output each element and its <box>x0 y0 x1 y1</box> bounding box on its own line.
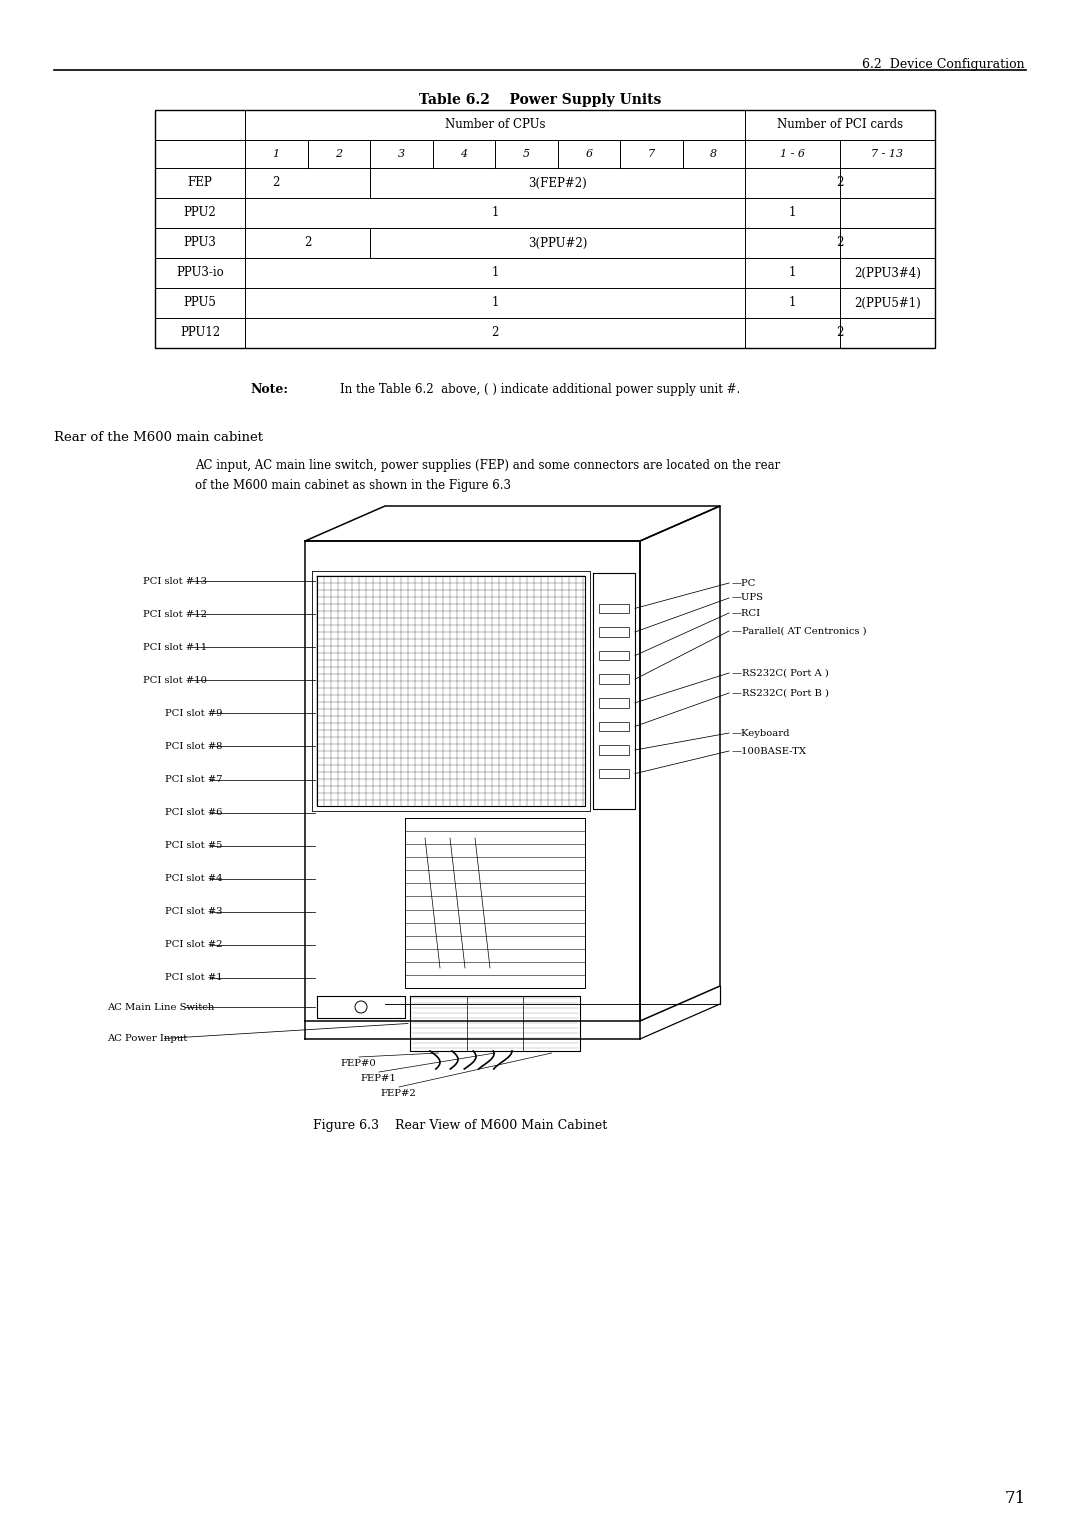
Text: 5: 5 <box>523 150 530 159</box>
Text: 7 - 13: 7 - 13 <box>872 150 904 159</box>
Bar <box>599 604 629 613</box>
Text: —Parallel( AT Centronics ): —Parallel( AT Centronics ) <box>732 626 866 636</box>
Text: 71: 71 <box>1004 1490 1026 1507</box>
Text: 1: 1 <box>272 150 280 159</box>
Text: 2: 2 <box>836 237 843 249</box>
Text: 1: 1 <box>788 296 796 310</box>
Text: PCI slot #12: PCI slot #12 <box>143 610 207 619</box>
Text: Table 6.2    Power Supply Units: Table 6.2 Power Supply Units <box>419 93 661 107</box>
Bar <box>599 651 629 660</box>
Text: AC input, AC main line switch, power supplies (FEP) and some connectors are loca: AC input, AC main line switch, power sup… <box>195 458 780 472</box>
Text: 2(PPU5#1): 2(PPU5#1) <box>854 296 921 310</box>
Text: PCI slot #1: PCI slot #1 <box>165 973 222 983</box>
Text: Number of PCI cards: Number of PCI cards <box>777 119 903 131</box>
Text: Figure 6.3    Rear View of M600 Main Cabinet: Figure 6.3 Rear View of M600 Main Cabine… <box>313 1118 607 1132</box>
Text: PCI slot #3: PCI slot #3 <box>165 908 222 917</box>
Text: PCI slot #2: PCI slot #2 <box>165 940 222 949</box>
Text: 6.2  Device Configuration: 6.2 Device Configuration <box>862 58 1025 70</box>
Text: AC Power Input: AC Power Input <box>107 1034 187 1044</box>
Text: 1: 1 <box>491 296 499 310</box>
Text: PPU3-io: PPU3-io <box>176 266 224 280</box>
Text: 6: 6 <box>585 150 592 159</box>
Text: 1 - 6: 1 - 6 <box>780 150 805 159</box>
Text: 1: 1 <box>788 266 796 280</box>
Text: Number of CPUs: Number of CPUs <box>445 119 545 131</box>
Text: —RCI: —RCI <box>732 608 761 617</box>
Text: —RS232C( Port A ): —RS232C( Port A ) <box>732 669 828 677</box>
Text: 2: 2 <box>836 327 843 339</box>
Text: —100BASE-TX: —100BASE-TX <box>732 747 807 755</box>
Text: FEP#1: FEP#1 <box>360 1074 396 1083</box>
Bar <box>599 746 629 755</box>
Text: PCI slot #4: PCI slot #4 <box>165 874 222 883</box>
Text: AC Main Line Switch: AC Main Line Switch <box>107 1002 214 1012</box>
Text: 2: 2 <box>491 327 499 339</box>
Bar <box>599 698 629 707</box>
Text: —PC: —PC <box>732 579 756 587</box>
Text: of the M600 main cabinet as shown in the Figure 6.3: of the M600 main cabinet as shown in the… <box>195 478 511 492</box>
Text: —UPS: —UPS <box>732 593 764 602</box>
Text: PCI slot #13: PCI slot #13 <box>143 576 207 585</box>
Text: Rear of the M600 main cabinet: Rear of the M600 main cabinet <box>54 431 264 445</box>
Bar <box>599 628 629 637</box>
Text: 1: 1 <box>491 266 499 280</box>
Bar <box>599 674 629 685</box>
Text: PCI slot #11: PCI slot #11 <box>143 643 207 651</box>
Bar <box>599 721 629 730</box>
Text: —Keyboard: —Keyboard <box>732 729 791 738</box>
Text: 2(PPU3#4): 2(PPU3#4) <box>854 266 921 280</box>
Text: Note:: Note: <box>249 384 288 396</box>
Text: PCI slot #8: PCI slot #8 <box>165 743 222 750</box>
Bar <box>599 769 629 778</box>
Text: 2: 2 <box>836 177 843 189</box>
Text: —RS232C( Port B ): —RS232C( Port B ) <box>732 689 829 697</box>
Text: PPU12: PPU12 <box>180 327 220 339</box>
Text: 2: 2 <box>335 150 342 159</box>
Text: 3(FEP#2): 3(FEP#2) <box>528 177 586 189</box>
Text: 3(PPU#2): 3(PPU#2) <box>528 237 588 249</box>
Text: 2: 2 <box>272 177 280 189</box>
Text: FEP#2: FEP#2 <box>380 1089 416 1099</box>
Text: PCI slot #10: PCI slot #10 <box>143 675 207 685</box>
Text: PPU5: PPU5 <box>184 296 216 310</box>
Text: PCI slot #6: PCI slot #6 <box>165 808 222 817</box>
Text: 8: 8 <box>711 150 717 159</box>
Text: PCI slot #7: PCI slot #7 <box>165 775 222 784</box>
Text: 1: 1 <box>491 206 499 220</box>
Text: PCI slot #9: PCI slot #9 <box>165 709 222 718</box>
Text: FEP: FEP <box>188 177 213 189</box>
Text: PCI slot #5: PCI slot #5 <box>165 842 222 850</box>
Text: 2: 2 <box>303 237 311 249</box>
Text: 1: 1 <box>788 206 796 220</box>
Text: In the Table 6.2  above, ( ) indicate additional power supply unit #.: In the Table 6.2 above, ( ) indicate add… <box>340 384 740 396</box>
Text: 7: 7 <box>648 150 654 159</box>
Text: PPU2: PPU2 <box>184 206 216 220</box>
Text: 3: 3 <box>397 150 405 159</box>
Bar <box>156 110 935 348</box>
Text: PPU3: PPU3 <box>184 237 216 249</box>
Text: FEP#0: FEP#0 <box>340 1059 376 1068</box>
Text: 4: 4 <box>460 150 468 159</box>
